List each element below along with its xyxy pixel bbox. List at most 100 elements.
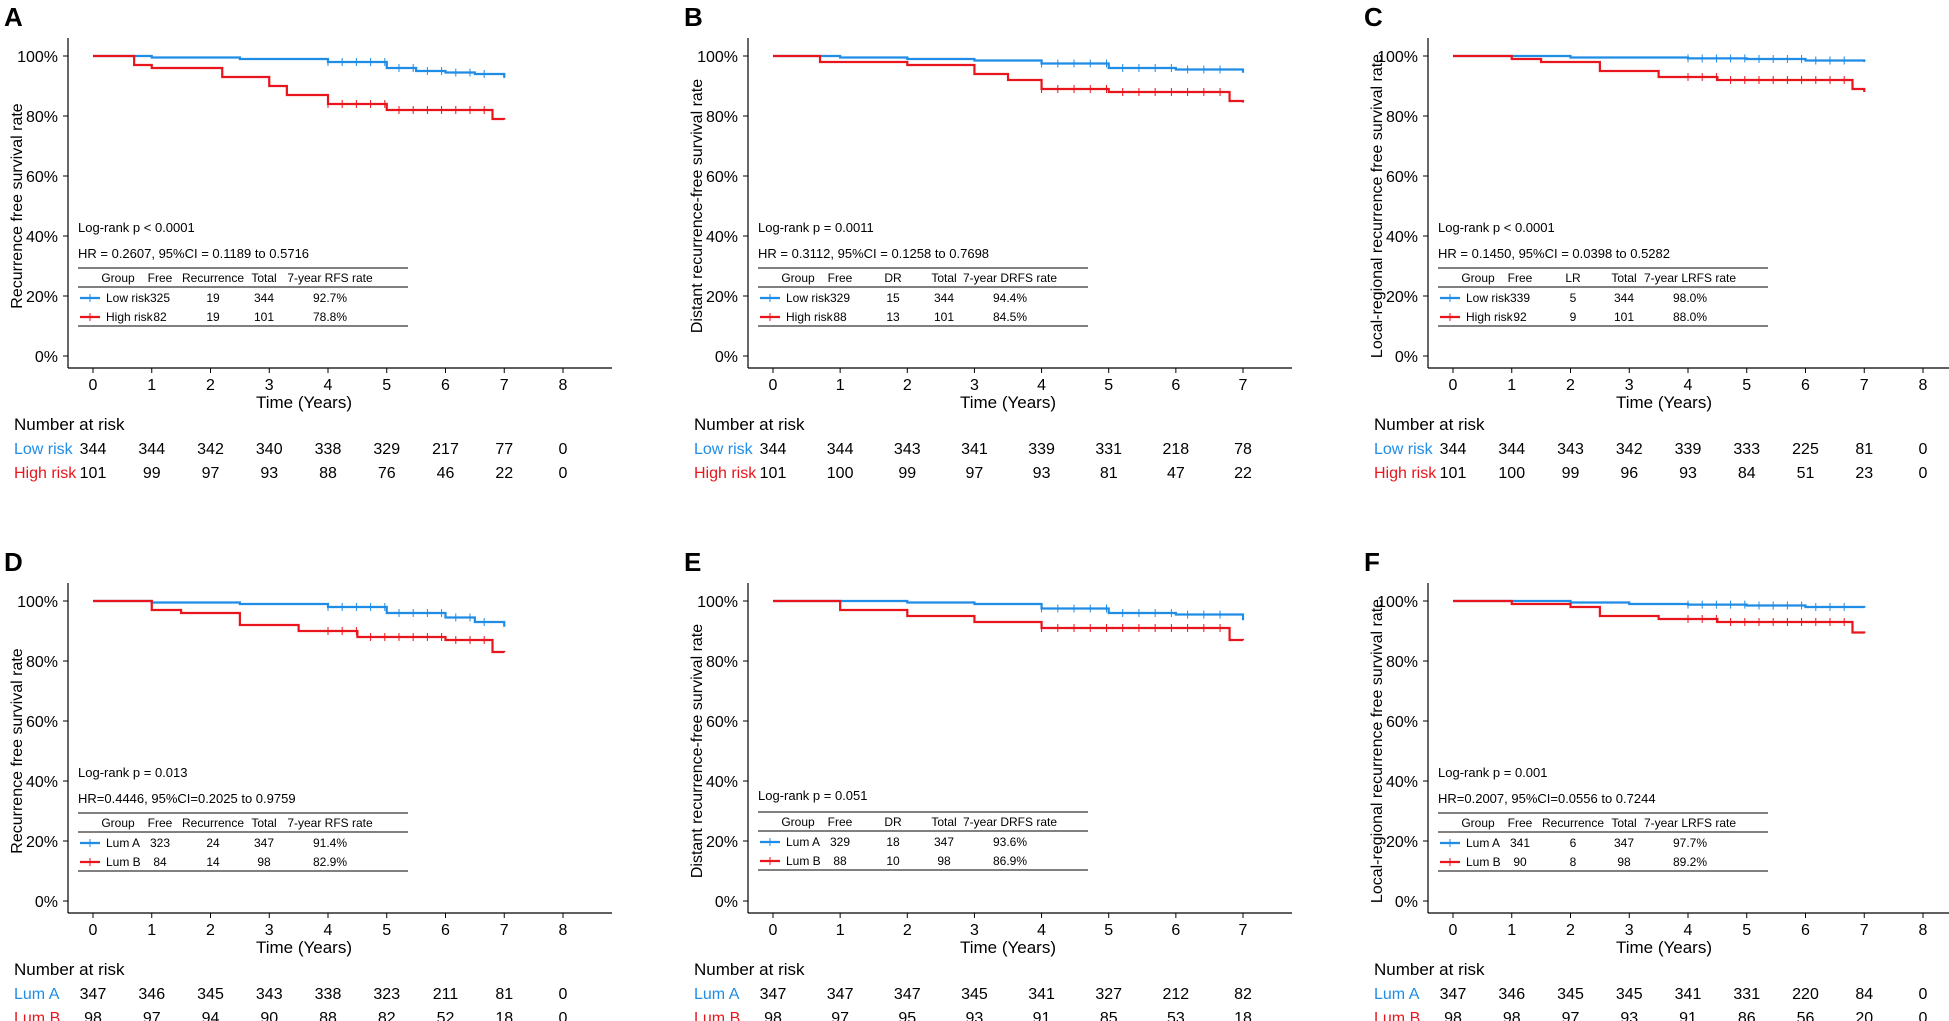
x-tick-label: 1 [147, 922, 156, 939]
risk-count: 97 [831, 1010, 849, 1021]
risk-count: 344 [827, 441, 854, 458]
y-tick-label: 100% [697, 594, 738, 611]
table-cell: 8 [1570, 855, 1577, 869]
table-cell: 14 [206, 855, 220, 869]
table-cell: 329 [830, 291, 850, 305]
x-axis-label: Time (Years) [1616, 393, 1712, 412]
risk-group-name: Low risk [694, 441, 754, 458]
risk-count: 52 [437, 1010, 455, 1021]
risk-count: 23 [1855, 465, 1873, 482]
table-cell: 98 [1617, 855, 1631, 869]
table-cell: 15 [886, 291, 900, 305]
y-tick-label: 60% [1386, 714, 1418, 731]
x-tick-label: 2 [903, 377, 912, 394]
risk-count: 84 [1855, 986, 1873, 1003]
table-cell: High risk [786, 310, 834, 324]
table-cell: 323 [150, 836, 170, 850]
logrank-text: Log-rank p = 0.013 [78, 765, 188, 780]
risk-count: 98 [1444, 1010, 1462, 1021]
x-tick-label: 6 [441, 377, 450, 394]
y-tick-label: 80% [706, 654, 738, 671]
hr-text: HR = 0.1450, 95%CI = 0.0398 to 0.5282 [1438, 246, 1670, 261]
x-tick-label: 4 [324, 922, 333, 939]
risk-count: 0 [559, 465, 568, 482]
table-cell: Lum A [1466, 836, 1500, 850]
km-curve-low [93, 54, 506, 78]
y-tick-label: 0% [1395, 349, 1418, 366]
table-cell: 78.8% [313, 310, 347, 324]
risk-count: 95 [898, 1010, 916, 1021]
table-header-cell: Total [1611, 816, 1636, 830]
table-cell: 84 [153, 855, 167, 869]
km-curve-high [773, 599, 1245, 642]
risk-count: 344 [1498, 441, 1525, 458]
y-tick-label: 80% [1386, 109, 1418, 126]
risk-group-name: Low risk [14, 441, 74, 458]
risk-count: 218 [1163, 441, 1190, 458]
risk-count: 0 [1919, 441, 1928, 458]
x-tick-label: 6 [1171, 377, 1180, 394]
y-tick-label: 60% [706, 714, 738, 731]
x-tick-label: 4 [1684, 922, 1693, 939]
x-tick-label: 0 [769, 377, 778, 394]
risk-count: 93 [260, 465, 278, 482]
table-cell: 82.9% [313, 855, 347, 869]
risk-count: 99 [898, 465, 916, 482]
x-axis-label: Time (Years) [256, 938, 352, 957]
x-tick-label: 2 [206, 377, 215, 394]
risk-count: 346 [1498, 986, 1525, 1003]
table-cell: 344 [934, 291, 954, 305]
risk-count: 46 [437, 465, 455, 482]
y-axis-label: Distant recurrence-free survival rate [689, 624, 706, 878]
risk-count: 0 [559, 986, 568, 1003]
x-axis-label: Time (Years) [1616, 938, 1712, 957]
x-tick-label: 5 [382, 377, 391, 394]
risk-count: 344 [138, 441, 165, 458]
risk-count: 341 [1675, 986, 1702, 1003]
number-at-risk-label: Number at risk [14, 415, 125, 434]
km-curve-high [93, 54, 506, 121]
x-tick-label: 4 [324, 377, 333, 394]
x-tick-label: 3 [265, 922, 274, 939]
table-cell: 94.4% [993, 291, 1027, 305]
x-tick-label: 7 [1860, 377, 1869, 394]
risk-count: 85 [1100, 1010, 1118, 1021]
km-curve-high [93, 599, 506, 654]
risk-count: 343 [1557, 441, 1584, 458]
table-cell: Lum A [106, 836, 140, 850]
risk-count: 86 [1738, 1010, 1756, 1021]
x-tick-label: 5 [1104, 922, 1113, 939]
table-cell: 347 [254, 836, 274, 850]
risk-count: 98 [1503, 1010, 1521, 1021]
risk-count: 81 [495, 986, 513, 1003]
table-cell: 93.6% [993, 835, 1027, 849]
y-tick-label: 60% [26, 169, 58, 186]
x-tick-label: 2 [206, 922, 215, 939]
table-header-cell: Recurrence [182, 816, 244, 830]
table-cell: 88.0% [1673, 310, 1707, 324]
y-tick-label: 0% [35, 894, 58, 911]
x-tick-label: 1 [836, 377, 845, 394]
x-tick-label: 1 [1507, 377, 1516, 394]
y-tick-label: 20% [706, 289, 738, 306]
table-cell: 6 [1570, 836, 1577, 850]
risk-count: 211 [433, 986, 459, 1003]
table-header-cell: Total [931, 815, 956, 829]
number-at-risk-label: Number at risk [1374, 415, 1485, 434]
y-tick-label: 100% [17, 594, 58, 611]
table-cell: 5 [1570, 291, 1577, 305]
x-tick-label: 7 [500, 922, 509, 939]
x-tick-label: 5 [1742, 377, 1751, 394]
hr-text: HR=0.2007, 95%CI=0.0556 to 0.7244 [1438, 791, 1656, 806]
risk-count: 18 [1234, 1010, 1252, 1021]
risk-count: 22 [1234, 465, 1252, 482]
km-curve-high [1453, 599, 1866, 634]
x-tick-label: 5 [382, 922, 391, 939]
risk-group-name: Lum A [694, 986, 740, 1003]
table-cell: Low risk [786, 291, 831, 305]
table-cell: Low risk [106, 291, 151, 305]
risk-group-name: High risk [14, 465, 77, 482]
x-tick-label: 6 [441, 922, 450, 939]
panel-letter: A [4, 2, 23, 32]
